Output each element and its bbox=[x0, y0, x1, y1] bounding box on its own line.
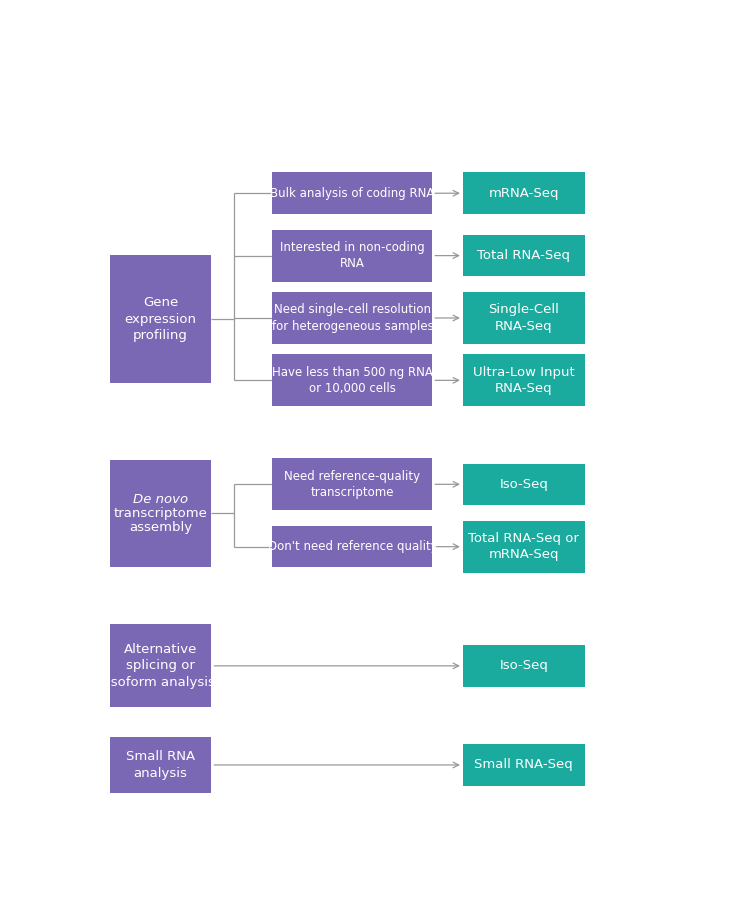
Text: Gene
expression
profiling: Gene expression profiling bbox=[124, 296, 196, 342]
Text: Bulk analysis of coding RNA: Bulk analysis of coding RNA bbox=[270, 186, 434, 200]
FancyBboxPatch shape bbox=[272, 173, 432, 214]
FancyBboxPatch shape bbox=[463, 292, 585, 344]
FancyBboxPatch shape bbox=[463, 235, 585, 276]
Text: Don't need reference quality: Don't need reference quality bbox=[268, 540, 437, 554]
Text: transcriptome: transcriptome bbox=[114, 507, 208, 520]
FancyBboxPatch shape bbox=[110, 460, 212, 567]
Text: De novo: De novo bbox=[133, 493, 188, 506]
FancyBboxPatch shape bbox=[272, 526, 432, 568]
Text: Single-Cell
RNA-Seq: Single-Cell RNA-Seq bbox=[488, 303, 560, 333]
FancyBboxPatch shape bbox=[110, 737, 212, 793]
FancyBboxPatch shape bbox=[110, 256, 212, 383]
FancyBboxPatch shape bbox=[272, 292, 432, 344]
Text: Need single-cell resolution
for heterogeneous samples: Need single-cell resolution for heteroge… bbox=[272, 303, 434, 333]
FancyBboxPatch shape bbox=[110, 625, 212, 707]
Text: Total RNA-Seq or
mRNA-Seq: Total RNA-Seq or mRNA-Seq bbox=[469, 532, 579, 562]
Text: Iso-Seq: Iso-Seq bbox=[500, 478, 548, 491]
Text: Need reference-quality
transcriptome: Need reference-quality transcriptome bbox=[284, 470, 421, 499]
Text: Total RNA-Seq: Total RNA-Seq bbox=[477, 249, 570, 262]
Text: Small RNA-Seq: Small RNA-Seq bbox=[475, 759, 573, 771]
Text: Iso-Seq: Iso-Seq bbox=[500, 660, 548, 672]
FancyBboxPatch shape bbox=[463, 173, 585, 214]
Text: mRNA-Seq: mRNA-Seq bbox=[489, 186, 559, 200]
Text: Alternative
splicing or
isoform analysis: Alternative splicing or isoform analysis bbox=[106, 643, 214, 689]
FancyBboxPatch shape bbox=[272, 458, 432, 510]
Text: Have less than 500 ng RNA
or 10,000 cells: Have less than 500 ng RNA or 10,000 cell… bbox=[272, 365, 433, 395]
FancyBboxPatch shape bbox=[272, 355, 432, 406]
FancyBboxPatch shape bbox=[463, 744, 585, 786]
FancyBboxPatch shape bbox=[463, 355, 585, 406]
Text: assembly: assembly bbox=[129, 520, 192, 534]
FancyBboxPatch shape bbox=[463, 645, 585, 687]
FancyBboxPatch shape bbox=[272, 230, 432, 282]
Text: Small RNA
analysis: Small RNA analysis bbox=[126, 751, 195, 779]
Text: Ultra-Low Input
RNA-Seq: Ultra-Low Input RNA-Seq bbox=[473, 365, 574, 395]
FancyBboxPatch shape bbox=[463, 521, 585, 572]
Text: Interested in non-coding
RNA: Interested in non-coding RNA bbox=[280, 241, 424, 270]
FancyBboxPatch shape bbox=[463, 464, 585, 505]
